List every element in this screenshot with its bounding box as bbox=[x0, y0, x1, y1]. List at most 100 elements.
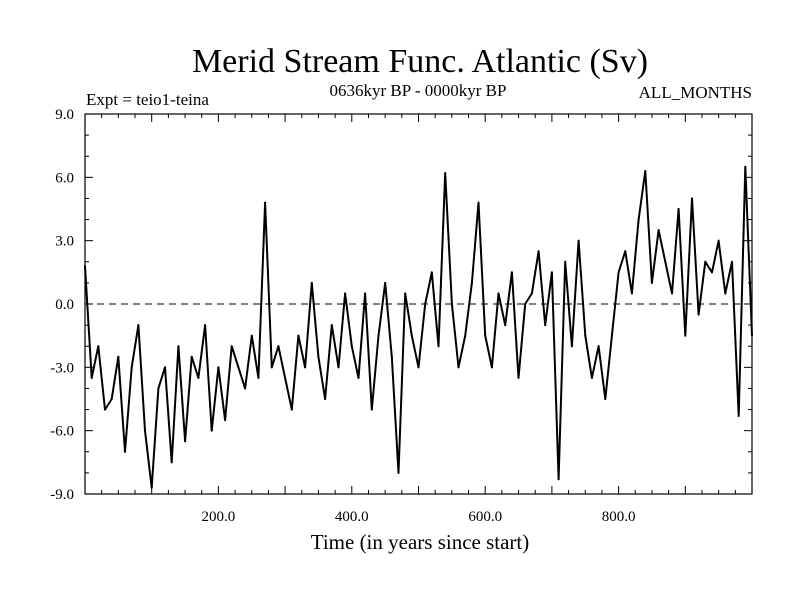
data-point bbox=[684, 334, 687, 337]
data-point bbox=[610, 334, 613, 337]
data-point bbox=[117, 355, 120, 358]
data-point bbox=[164, 366, 167, 369]
y-tick-label: -6.0 bbox=[50, 424, 74, 440]
data-point bbox=[330, 324, 333, 327]
data-point bbox=[437, 345, 440, 348]
data-point bbox=[317, 355, 320, 358]
data-point bbox=[324, 398, 327, 400]
data-point bbox=[650, 281, 653, 284]
data-point bbox=[450, 303, 453, 305]
series-line bbox=[84, 165, 753, 489]
data-point bbox=[510, 271, 513, 274]
y-tick-label: 3.0 bbox=[55, 234, 74, 250]
data-point bbox=[197, 376, 200, 379]
x-tick-label: 600.0 bbox=[468, 509, 502, 525]
data-point bbox=[424, 303, 427, 305]
data-point bbox=[364, 292, 367, 295]
data-point bbox=[277, 345, 280, 348]
chart-subtitle-center: 0636kyr BP - 0000kyr BP bbox=[330, 81, 507, 100]
data-point bbox=[137, 324, 140, 327]
data-point bbox=[417, 366, 420, 369]
data-point bbox=[564, 260, 567, 263]
data-point bbox=[410, 334, 413, 337]
data-point bbox=[130, 366, 133, 369]
data-point bbox=[457, 366, 460, 369]
data-point bbox=[530, 292, 533, 295]
y-tick-label: 0.0 bbox=[55, 297, 74, 313]
data-point bbox=[537, 250, 540, 253]
data-points bbox=[84, 165, 753, 489]
data-point bbox=[144, 429, 147, 432]
data-point bbox=[737, 414, 740, 417]
data-point bbox=[217, 366, 220, 369]
y-tick-label: 6.0 bbox=[55, 170, 74, 186]
data-point bbox=[590, 376, 593, 379]
data-point bbox=[204, 324, 207, 327]
data-point bbox=[304, 366, 307, 369]
data-point bbox=[517, 376, 520, 379]
data-point bbox=[744, 165, 747, 168]
x-axis-label: Time (in years since start) bbox=[311, 530, 530, 554]
data-point bbox=[464, 334, 467, 337]
data-point bbox=[557, 478, 560, 481]
data-point bbox=[710, 271, 713, 274]
data-point bbox=[717, 239, 720, 242]
data-point bbox=[257, 376, 260, 379]
data-point bbox=[677, 208, 680, 210]
data-point bbox=[490, 366, 493, 369]
data-point bbox=[624, 250, 627, 253]
data-point bbox=[230, 345, 233, 348]
data-point bbox=[124, 450, 127, 453]
data-point bbox=[550, 271, 553, 274]
data-point bbox=[657, 229, 660, 232]
y-tick-label: -3.0 bbox=[50, 360, 74, 376]
data-point bbox=[524, 303, 527, 305]
data-point bbox=[544, 324, 547, 327]
chart-subtitle-right: ALL_MONTHS bbox=[639, 83, 752, 102]
x-tick-label: 200.0 bbox=[202, 509, 236, 525]
data-point bbox=[664, 260, 667, 263]
data-point bbox=[210, 429, 213, 432]
data-point bbox=[577, 239, 580, 242]
data-point bbox=[470, 281, 473, 284]
data-point bbox=[337, 366, 340, 369]
data-point bbox=[404, 292, 407, 295]
data-point bbox=[184, 440, 187, 443]
data-point bbox=[104, 408, 107, 411]
axis-tick-labels: 200.0 400.0 600.0 800.0 -9.0 -6.0 -3.0 0.0 3.0 6.… bbox=[50, 107, 635, 525]
data-point bbox=[724, 292, 727, 295]
x-tick-label: 400.0 bbox=[335, 509, 369, 525]
x-tick-label: 800.0 bbox=[602, 509, 636, 525]
data-point bbox=[264, 201, 267, 204]
data-point bbox=[617, 271, 620, 274]
data-point bbox=[730, 260, 733, 263]
data-point bbox=[704, 260, 707, 263]
data-point bbox=[344, 292, 347, 295]
data-point bbox=[224, 419, 227, 422]
data-point bbox=[284, 376, 287, 379]
data-point bbox=[637, 218, 640, 221]
data-point bbox=[697, 313, 700, 316]
chart-subtitle-left: Expt = teio1-teina bbox=[86, 90, 209, 109]
data-point bbox=[630, 292, 633, 295]
data-point bbox=[390, 355, 393, 358]
data-point bbox=[297, 334, 300, 337]
data-point bbox=[397, 471, 400, 474]
data-point bbox=[190, 355, 193, 358]
data-point bbox=[384, 281, 387, 284]
data-point bbox=[310, 281, 313, 284]
data-point bbox=[570, 345, 573, 348]
data-point bbox=[670, 292, 673, 295]
data-point bbox=[97, 345, 100, 348]
data-point bbox=[584, 334, 587, 337]
data-point bbox=[497, 292, 500, 295]
data-point bbox=[170, 461, 173, 464]
y-tick-label: -9.0 bbox=[50, 487, 74, 503]
data-point bbox=[237, 366, 240, 369]
y-tick-label: 9.0 bbox=[55, 107, 74, 123]
data-point bbox=[270, 366, 273, 369]
data-point bbox=[597, 345, 600, 348]
data-point bbox=[350, 345, 353, 348]
data-point bbox=[357, 376, 360, 379]
